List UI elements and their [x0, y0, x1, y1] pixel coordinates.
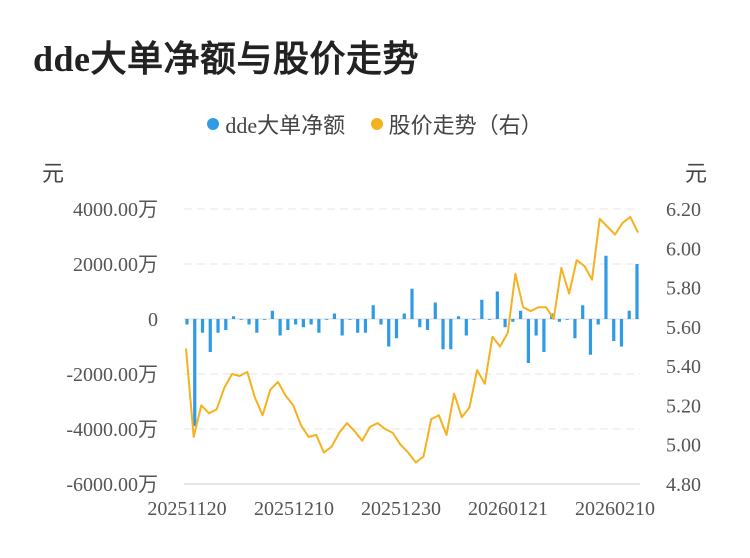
dde-bar [542, 319, 546, 352]
x-tick-label: 20251230 [361, 498, 441, 520]
dde-bar [294, 319, 298, 325]
price-line [185, 215, 639, 464]
right-tick-label: 5.00 [666, 435, 701, 457]
dde-bar [224, 319, 228, 330]
dde-bar [208, 319, 212, 352]
dde-bar [387, 319, 391, 347]
dde-bar [511, 319, 515, 322]
dde-bar [472, 319, 476, 320]
dde-bar [534, 319, 538, 336]
dde-bar [394, 319, 399, 339]
dde-bar [286, 319, 290, 330]
dde-bar [588, 319, 593, 355]
legend-label-dde: dde大单净额 [225, 113, 346, 138]
legend-item-dde[interactable]: dde大单净额 [207, 108, 345, 140]
dde-bar [185, 319, 189, 325]
left-tick-label: 0 [148, 309, 158, 331]
left-tick-label: 4000.00万 [73, 199, 158, 221]
dde-bar [301, 319, 305, 328]
right-tick-label: 5.80 [666, 278, 701, 300]
left-tick-label: -6000.00万 [66, 474, 158, 496]
dde-bar [487, 319, 492, 320]
dde-bar [495, 291, 499, 319]
dde-bar [239, 319, 243, 320]
dde-bar [340, 319, 344, 336]
right-tick-label: 6.20 [666, 199, 701, 221]
right-tick-label: 5.40 [666, 356, 701, 378]
right-tick-label: 4.80 [666, 474, 701, 496]
dde-bar [449, 319, 453, 350]
dde-bar [464, 319, 468, 336]
dde-bar [565, 319, 569, 320]
dde-bar [433, 302, 437, 319]
dde-bar [363, 319, 368, 333]
dde-bar [480, 299, 484, 319]
dde-bar [371, 305, 375, 319]
left-tick-label: 2000.00万 [73, 254, 158, 276]
dde-bar [317, 319, 321, 333]
dde-bar [627, 310, 631, 319]
legend-label-price: 股价走势（右） [388, 113, 543, 138]
dde-bar [255, 319, 259, 333]
x-tick-label: 20260121 [468, 498, 548, 520]
dde-bar [519, 310, 523, 319]
chart-title: dde大单净额与股价走势 [33, 39, 420, 79]
dde-bar [348, 319, 352, 320]
dde-bar [418, 319, 422, 328]
dde-bar [216, 319, 220, 333]
dde-bar [456, 316, 461, 319]
right-tick-label: 5.60 [666, 317, 701, 339]
dde-bar [270, 310, 274, 319]
dde-bar [635, 264, 639, 319]
dde-bar [604, 255, 608, 319]
legend-dot-icon [207, 118, 220, 130]
dde-bar [526, 319, 530, 363]
dde-bar [573, 319, 577, 339]
legend-dot-icon [370, 118, 383, 130]
dde-bar [557, 319, 562, 322]
legend: dde大单净额 股价走势（右） [0, 108, 750, 140]
dde-bar [619, 319, 624, 347]
dde-bar [193, 319, 197, 427]
dde-bar [356, 319, 360, 333]
right-tick-label: 6.00 [666, 238, 701, 260]
dde-bar [425, 319, 430, 330]
x-tick-label: 20251120 [147, 498, 226, 520]
dde-bar [581, 305, 585, 319]
x-tick-label: 20260210 [575, 498, 655, 520]
dde-bar [231, 316, 236, 319]
x-tick-label: 20251210 [254, 498, 334, 520]
dde-bar [410, 288, 414, 319]
dde-bar [612, 319, 616, 341]
dde-bar [441, 319, 445, 350]
dde-bar [325, 319, 329, 320]
dde-bar [503, 319, 507, 328]
dde-bar [332, 313, 337, 319]
dde-bar [200, 319, 205, 333]
dde-bar [247, 319, 251, 325]
dde-bar [596, 319, 600, 325]
dde-bar [262, 319, 267, 320]
legend-item-price[interactable]: 股价走势（右） [370, 108, 543, 140]
left-tick-label: -2000.00万 [66, 364, 158, 386]
left-axis-unit: 元 [42, 161, 65, 186]
left-tick-label: -4000.00万 [66, 419, 158, 441]
dde-bar [309, 319, 313, 325]
right-axis-unit: 元 [685, 161, 708, 186]
dde-bar [379, 319, 383, 325]
dde-bar [278, 319, 282, 336]
dde-bar [402, 313, 406, 319]
right-tick-label: 5.20 [666, 395, 701, 417]
